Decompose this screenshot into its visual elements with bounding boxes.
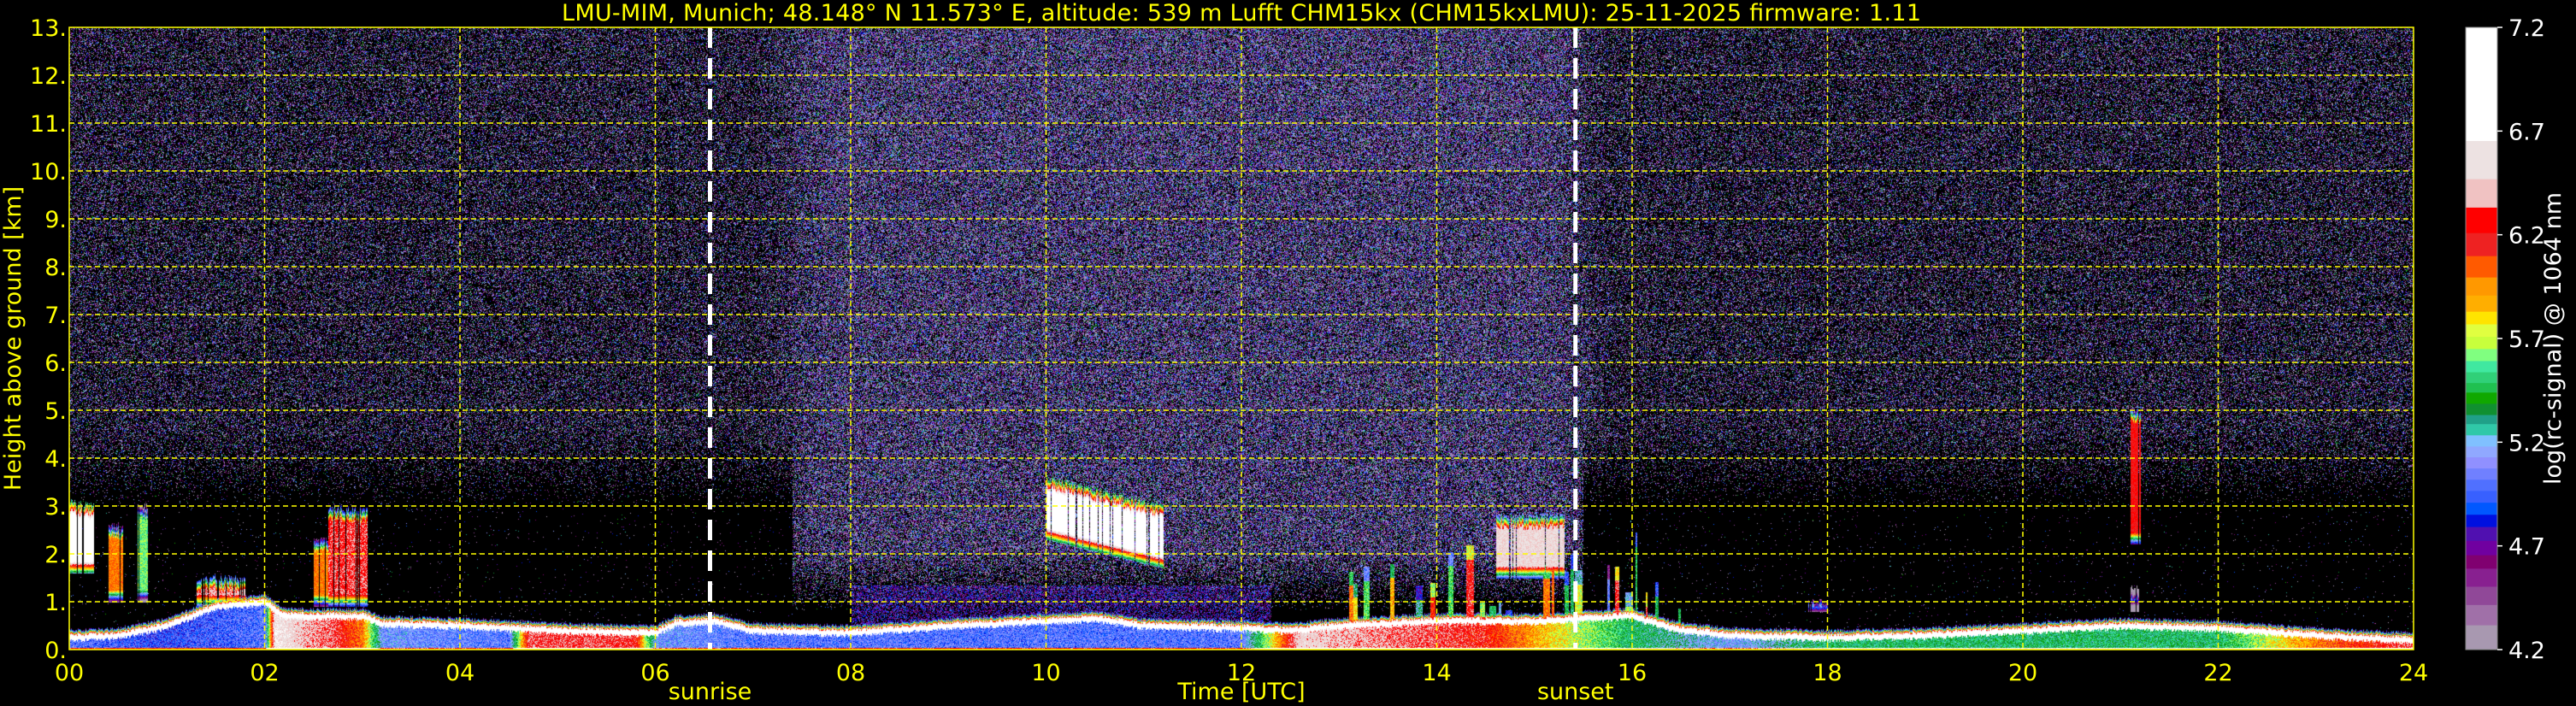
x-tick-label: 22	[2203, 660, 2232, 686]
colorbar-tick-label: 5.2	[2508, 430, 2545, 456]
colorbar-band	[2466, 515, 2497, 528]
y-tick-label: 8.	[44, 255, 67, 281]
sunset-label: sunset	[1537, 679, 1614, 705]
colorbar-band	[2466, 372, 2497, 384]
colorbar-band	[2466, 256, 2497, 279]
x-tick-label: 12	[1227, 660, 1256, 686]
cloud-feature	[1495, 515, 1564, 578]
cloud-feature	[69, 501, 94, 573]
feature-annotations	[69, 410, 2140, 611]
x-tick-label: 18	[1813, 660, 1842, 686]
colorbar-band	[2466, 568, 2497, 587]
colorbar-band	[2466, 361, 2497, 374]
colorbar-ticks: 7.2 6.7 6.2 5.7 5.2 4.7 4.2	[2497, 15, 2545, 664]
colorbar-band	[2466, 468, 2497, 480]
colorbar-band	[2466, 424, 2497, 436]
colorbar-label: log(rc-signal) @ 1064 nm	[2540, 192, 2567, 485]
colorbar-band	[2466, 527, 2497, 542]
x-axis-ticks: 00 02 04 06 08 10 12 14 16 18 20 22 24	[55, 660, 2428, 686]
colorbar	[2465, 26, 2498, 650]
y-tick-label: 12.	[30, 63, 67, 90]
colorbar-tick-label: 5.7	[2508, 327, 2545, 353]
colorbar-tick-label: 4.7	[2508, 534, 2545, 561]
x-tick-label: 02	[250, 660, 279, 686]
sun-markers: sunrise sunset	[669, 27, 1614, 705]
colorbar-band	[2466, 625, 2497, 650]
colorbar-band	[2466, 383, 2497, 393]
colorbar-band	[2466, 415, 2497, 425]
x-tick-label: 20	[2008, 660, 2037, 686]
colorbar-band	[2466, 140, 2497, 180]
cloud-feature	[197, 578, 245, 607]
x-tick-label: 24	[2399, 660, 2428, 686]
y-tick-label: 4.	[44, 446, 67, 473]
cloud-feature	[109, 525, 123, 602]
y-tick-label: 0.	[44, 638, 67, 664]
colorbar-band	[2466, 295, 2497, 313]
colorbar-band	[2466, 392, 2497, 404]
plot-frame	[68, 26, 2414, 650]
colorbar-band	[2466, 324, 2497, 338]
colorbar-band	[2466, 457, 2497, 469]
y-tick-label: 13.	[30, 15, 67, 42]
colorbar-band	[2466, 540, 2497, 556]
x-axis-label: Time [UTC]	[1176, 679, 1305, 705]
colorbar-band	[2466, 311, 2497, 325]
y-tick-label: 7.	[44, 303, 67, 329]
cloud-feature	[1808, 602, 1828, 611]
x-tick-label: 10	[1031, 660, 1060, 686]
y-tick-label: 5.	[44, 398, 67, 425]
colorbar-band	[2466, 27, 2497, 142]
colorbar-band	[2466, 586, 2497, 606]
x-tick-label: 04	[445, 660, 475, 686]
y-tick-label: 3.	[44, 494, 67, 521]
cloud-feature	[1046, 477, 1164, 568]
x-tick-label: 14	[1422, 660, 1451, 686]
colorbar-band	[2466, 207, 2497, 234]
x-tick-label: 06	[640, 660, 669, 686]
y-tick-label: 11.	[30, 111, 67, 138]
colorbar-tick-label: 6.2	[2508, 223, 2545, 250]
x-tick-label: 08	[836, 660, 865, 686]
cloud-feature	[2131, 410, 2140, 544]
colorbar-tick-label: 7.2	[2508, 15, 2545, 42]
x-tick-label: 00	[55, 660, 84, 686]
colorbar-band	[2466, 479, 2497, 491]
colorbar-band	[2466, 555, 2497, 569]
colorbar-band	[2466, 277, 2497, 297]
sunrise-label: sunrise	[669, 679, 752, 705]
colorbar-tick-label: 4.2	[2508, 638, 2545, 664]
colorbar-band	[2466, 604, 2497, 627]
cloud-feature	[328, 506, 368, 607]
colorbar-tick-label: 6.7	[2508, 119, 2545, 145]
chart-title: LMU-MIM, Munich; 48.148° N 11.573° E, al…	[562, 0, 1921, 26]
colorbar-band	[2466, 349, 2497, 362]
y-axis-label: Height above ground [km]	[0, 186, 27, 491]
x-tick-label: 16	[1618, 660, 1647, 686]
y-tick-label: 9.	[44, 207, 67, 233]
y-tick-label: 10.	[30, 159, 67, 185]
colorbar-band	[2466, 337, 2497, 350]
colorbar-band	[2466, 491, 2497, 503]
colorbar-band	[2466, 446, 2497, 458]
colorbar-band	[2466, 503, 2497, 515]
cloud-feature	[314, 539, 328, 606]
y-axis-ticks: 0. 1. 2. 3. 4. 5. 6. 7. 8. 9. 10. 11. 12. 13.	[30, 15, 67, 664]
y-tick-label: 6.	[44, 350, 67, 377]
cloud-feature	[2131, 587, 2140, 611]
colorbar-band	[2466, 403, 2497, 416]
colorbar-band	[2466, 232, 2497, 257]
grid	[69, 27, 2414, 650]
y-tick-label: 2.	[44, 542, 67, 568]
y-tick-label: 1.	[44, 590, 67, 616]
colorbar-band	[2466, 435, 2497, 447]
colorbar-band	[2466, 179, 2497, 209]
